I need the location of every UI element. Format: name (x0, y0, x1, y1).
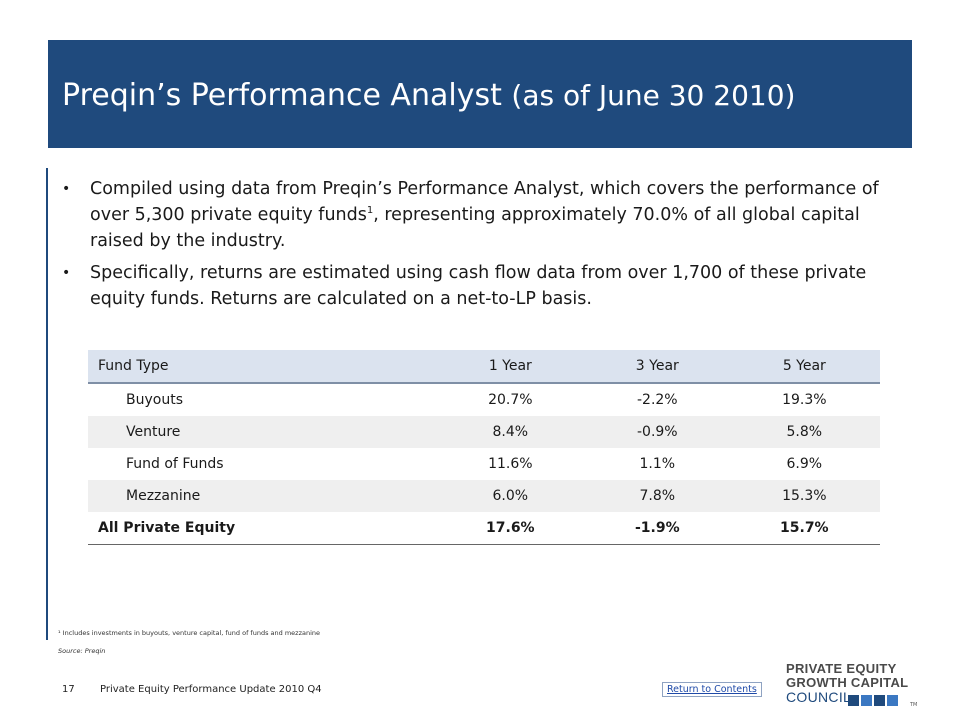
logo-line-1: PRIVATE EQUITY (786, 661, 897, 676)
table-header-row: Fund Type 1 Year 3 Year 5 Year (88, 350, 880, 384)
bullet-item: • Compiled using data from Preqin’s Perf… (62, 176, 912, 254)
value-cell: 17.6% (434, 512, 586, 545)
fund-type-cell: All Private Equity (88, 512, 435, 545)
value-cell: 11.6% (488, 456, 533, 472)
value-cell: 15.3% (728, 480, 880, 512)
footer-report-title: Private Equity Performance Update 2010 Q… (100, 684, 322, 695)
table-row: Mezzanine 6.0% 7.8% 15.3% (88, 480, 880, 512)
value-cell: 15.7% (728, 512, 880, 545)
logo-line-3: COUNCIL (786, 689, 852, 705)
fund-type-cell: Venture (88, 416, 435, 448)
bullet-icon: • (62, 265, 71, 281)
bullet-list: • Compiled using data from Preqin’s Perf… (62, 176, 912, 318)
value-cell: 8.4% (434, 416, 586, 448)
bullet-item: • Specifically, returns are estimated us… (62, 260, 912, 312)
title-main: Preqin’s Performance Analyst (62, 78, 502, 113)
return-to-contents-link[interactable]: Return to Contents (662, 682, 762, 697)
page-number: 17 (62, 684, 75, 695)
value-cell: 1.1% (639, 456, 676, 472)
title-subtitle: (as of June 30 2010) (511, 79, 796, 112)
value-cell: 6.9% (786, 456, 823, 472)
value-cell: -2.2% (636, 392, 678, 408)
value-cell: 5.8% (728, 416, 880, 448)
fund-type-cell: Fund of Funds (126, 456, 224, 472)
column-header-3-year: 3 Year (585, 350, 729, 384)
table-row: Venture 8.4% -0.9% 5.8% (88, 416, 880, 448)
performance-table: Fund Type 1 Year 3 Year 5 Year Buyouts 2… (88, 350, 880, 545)
column-header-5-year: 5 Year (728, 350, 880, 384)
footnote-mark: 1 (366, 205, 374, 217)
value-cell: -0.9% (585, 416, 729, 448)
source-note: Source: Preqin (58, 647, 106, 655)
table-row: Fund of Funds 11.6% 1.1% 6.9% (88, 448, 880, 480)
column-header-fund-type: Fund Type (88, 350, 435, 384)
bullet-text: Specifically, returns are estimated usin… (90, 263, 867, 309)
value-cell: 20.7% (488, 392, 533, 408)
fund-type-cell: Buyouts (126, 392, 183, 408)
value-cell: 6.0% (434, 480, 586, 512)
column-header-1-year: 1 Year (434, 350, 586, 384)
table-row: Buyouts 20.7% -2.2% 19.3% (88, 383, 880, 416)
bullet-icon: • (62, 181, 71, 197)
logo-squares-icon (848, 691, 900, 710)
table-total-row: All Private Equity 17.6% -1.9% 15.7% (88, 512, 880, 545)
bullet-text: Compiled using data from Preqin’s Perfor… (90, 179, 879, 225)
pegcc-logo: PRIVATE EQUITY GROWTH CAPITAL COUNCIL TM (786, 661, 922, 709)
trademark-mark: TM (910, 702, 918, 708)
left-accent-rule (46, 168, 48, 640)
page-title: Preqin’s Performance Analyst (as of June… (62, 78, 795, 113)
value-cell: 7.8% (585, 480, 729, 512)
value-cell: -1.9% (585, 512, 729, 545)
logo-line-2: GROWTH CAPITAL (786, 675, 909, 690)
title-banner: Preqin’s Performance Analyst (as of June… (48, 40, 912, 148)
bullet-text-continued: , representing approximately 70.0% of al… (90, 205, 860, 251)
footnote: ¹ Includes investments in buyouts, ventu… (58, 629, 321, 637)
value-cell: 19.3% (782, 392, 827, 408)
fund-type-cell: Mezzanine (88, 480, 435, 512)
